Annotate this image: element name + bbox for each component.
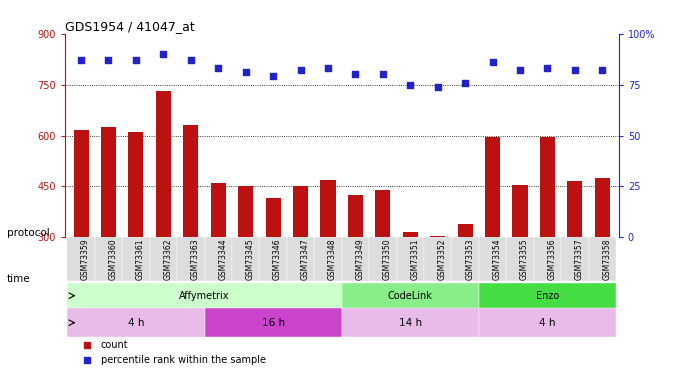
Text: GSM73352: GSM73352 [438,238,447,280]
Point [295,68,306,74]
Bar [507,237,534,281]
Point [460,80,471,86]
Bar [293,186,308,237]
Text: 16 h: 16 h [262,318,285,328]
Bar [458,224,473,237]
Text: GSM73344: GSM73344 [218,238,227,280]
Bar [314,237,341,281]
Point [158,51,169,57]
Point [377,72,388,78]
Bar [452,237,479,281]
Text: protocol: protocol [7,228,50,237]
Point [131,57,141,63]
Text: 4 h: 4 h [539,318,556,328]
Text: GSM73363: GSM73363 [191,238,200,280]
Bar [479,309,616,337]
Bar [95,237,122,281]
Bar [266,198,281,237]
Bar [156,92,171,237]
Text: Enzo: Enzo [536,291,559,301]
Text: GSM73346: GSM73346 [273,238,282,280]
Text: GDS1954 / 41047_at: GDS1954 / 41047_at [65,20,194,33]
Point [432,84,443,90]
Bar [287,237,314,281]
Bar [534,237,561,281]
Bar [238,186,253,237]
Bar [259,237,287,281]
Point [350,72,361,78]
Text: time: time [7,274,31,284]
Bar [183,125,199,237]
Text: GSM73355: GSM73355 [520,238,529,280]
Bar [540,137,555,237]
Bar [567,181,583,237]
Bar [561,237,589,281]
Point [487,59,498,65]
Bar [396,237,424,281]
Point [186,57,197,63]
Bar [341,283,479,309]
Bar [403,232,418,237]
Point [542,65,553,71]
Text: count: count [101,340,129,350]
Text: GSM73348: GSM73348 [328,238,337,280]
Bar [589,237,616,281]
Text: GSM73362: GSM73362 [163,238,172,280]
Bar [101,127,116,237]
Text: Affymetrix: Affymetrix [180,291,230,301]
Bar [513,184,528,237]
Text: 14 h: 14 h [398,318,422,328]
Point [515,68,526,74]
Point [322,65,333,71]
Text: GSM73347: GSM73347 [301,238,309,280]
Bar [479,283,616,309]
Point [240,69,251,75]
Point [405,82,415,88]
Text: GSM73351: GSM73351 [410,238,420,280]
Bar [320,180,335,237]
Point [213,65,224,71]
Bar [479,237,507,281]
Bar [369,237,396,281]
Text: 4 h: 4 h [128,318,144,328]
Point [597,68,608,74]
Text: GSM73359: GSM73359 [81,238,90,280]
Bar [430,236,445,237]
Text: GSM73357: GSM73357 [575,238,584,280]
Point [569,68,580,74]
Point [268,74,279,80]
Bar [67,283,341,309]
Bar [348,195,363,237]
Bar [341,237,369,281]
Bar [73,130,88,237]
Bar [129,132,143,237]
Bar [211,183,226,237]
Bar [177,237,205,281]
Bar [67,309,205,337]
Text: GSM73345: GSM73345 [245,238,255,280]
Text: GSM73356: GSM73356 [547,238,556,280]
Bar [122,237,150,281]
Bar [485,137,500,237]
Text: GSM73358: GSM73358 [602,238,611,280]
Bar [205,309,341,337]
Bar [341,309,479,337]
Bar [424,237,452,281]
Text: percentile rank within the sample: percentile rank within the sample [101,355,266,365]
Text: GSM73353: GSM73353 [465,238,474,280]
Bar [232,237,259,281]
Bar [375,190,390,237]
Text: GSM73350: GSM73350 [383,238,392,280]
Bar [150,237,177,281]
Point [103,57,114,63]
Text: GSM73361: GSM73361 [136,238,145,280]
Text: GSM73354: GSM73354 [492,238,502,280]
Point [75,57,86,63]
Text: CodeLink: CodeLink [388,291,432,301]
Bar [595,178,610,237]
Bar [205,237,232,281]
Text: GSM73349: GSM73349 [356,238,364,280]
Text: GSM73360: GSM73360 [109,238,118,280]
Bar [67,237,95,281]
